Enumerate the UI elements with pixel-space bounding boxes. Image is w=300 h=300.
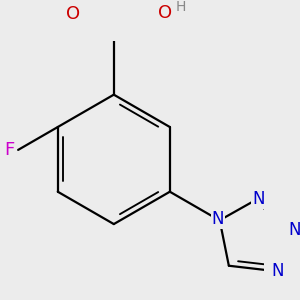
Text: N: N (252, 190, 265, 208)
Text: N: N (272, 262, 284, 280)
Text: O: O (158, 4, 172, 22)
Text: O: O (66, 5, 80, 23)
Text: N: N (288, 221, 300, 239)
Text: H: H (176, 0, 187, 14)
Text: F: F (4, 141, 14, 159)
Text: N: N (212, 210, 224, 228)
